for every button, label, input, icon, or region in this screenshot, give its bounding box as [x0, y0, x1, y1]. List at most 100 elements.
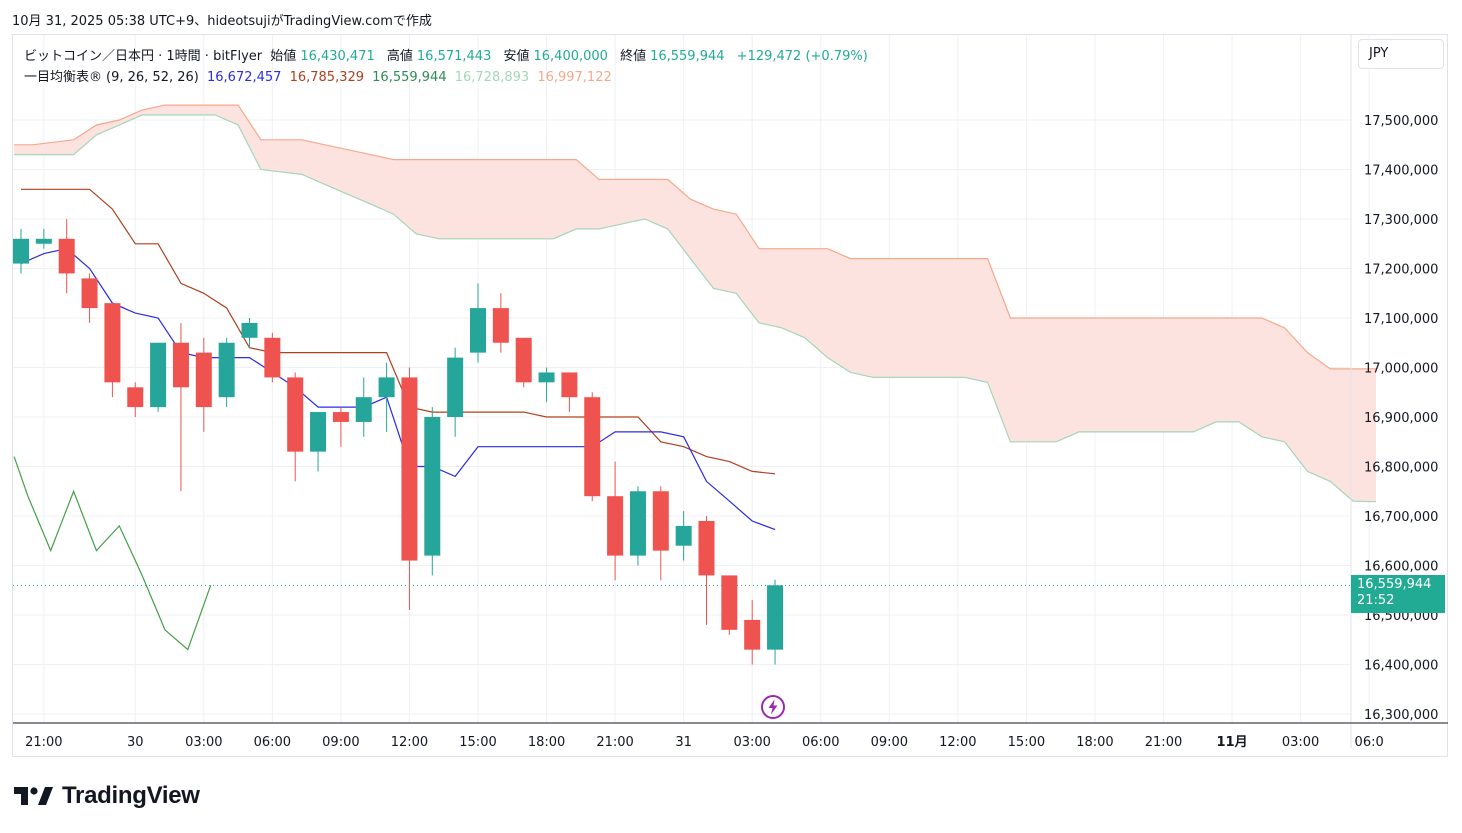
- time-axis-label: 09:00: [322, 735, 359, 750]
- high-value: 16,571,443: [416, 49, 492, 64]
- candle-body[interactable]: [561, 372, 578, 398]
- open-value: 16,430,471: [300, 49, 375, 64]
- time-axis-label: 15:00: [459, 735, 496, 750]
- time-axis-label: 11月: [1217, 735, 1248, 750]
- time-axis-label: 09:00: [871, 735, 908, 750]
- chikou-value: 16,559,944: [372, 70, 447, 85]
- tradingview-logo[interactable]: TradingView: [14, 782, 200, 810]
- price-axis-label: 17,300,000: [1364, 213, 1438, 228]
- candle-body[interactable]: [515, 337, 532, 383]
- candle-body[interactable]: [424, 417, 441, 556]
- high-label: 高値: [386, 49, 413, 64]
- candle-body[interactable]: [470, 308, 486, 353]
- chart-caption: 10月 31, 2025 05:38 UTC+9、hideotsujiがTrad…: [12, 14, 432, 29]
- price-axis-label: 16,600,000: [1364, 560, 1438, 575]
- candle-body[interactable]: [675, 525, 692, 546]
- candle-body[interactable]: [698, 520, 715, 576]
- time-axis-label: 21:00: [1145, 735, 1182, 750]
- price-axis-label: 17,100,000: [1364, 312, 1438, 327]
- candle-body[interactable]: [767, 585, 784, 650]
- currency-label: JPY: [1369, 46, 1389, 61]
- senkou-span-a-line: [14, 114, 1377, 503]
- candle-body[interactable]: [332, 412, 349, 422]
- kijun-value: 16,785,329: [289, 70, 365, 85]
- kijun-sen-line: [21, 188, 776, 475]
- time-axis-label: 31: [675, 735, 692, 750]
- change-value: +129,472 (+0.79%): [736, 49, 868, 64]
- candle-body[interactable]: [310, 412, 327, 452]
- candle-body[interactable]: [195, 352, 212, 408]
- close-value: 16,559,944: [650, 49, 725, 64]
- time-axis-label: 21:00: [25, 735, 62, 750]
- price-axis-label: 17,000,000: [1364, 362, 1438, 377]
- lightning-icon[interactable]: [760, 694, 786, 720]
- tradingview-logo-icon: [14, 787, 53, 805]
- senkou-span-b-line: [14, 104, 1376, 370]
- tradingview-logo-text: TradingView: [62, 782, 200, 809]
- indicator-name[interactable]: 一目均衡表®: [24, 70, 103, 85]
- time-axis-label: 06:00: [802, 735, 839, 750]
- ichimoku-cloud: [14, 105, 1377, 502]
- candle-body[interactable]: [447, 357, 464, 417]
- time-axis-label: 12:00: [939, 735, 976, 750]
- price-axis-label: 17,500,000: [1364, 114, 1438, 129]
- time-axis-label: 30: [127, 735, 144, 750]
- indicator-params: (9, 26, 52, 26): [106, 70, 199, 85]
- tenkan-value: 16,672,457: [207, 70, 282, 85]
- time-axis-label: 15:00: [1008, 735, 1045, 750]
- time-axis-label: 18:00: [1076, 735, 1113, 750]
- price-axis-label: 16,300,000: [1364, 708, 1438, 723]
- candle-body[interactable]: [721, 575, 738, 630]
- price-axis-label: 17,400,000: [1364, 164, 1438, 179]
- candle-body[interactable]: [287, 377, 304, 452]
- time-axis-label: 06:00: [254, 735, 291, 750]
- candle-body[interactable]: [378, 377, 395, 398]
- price-axis-label: 16,700,000: [1364, 510, 1438, 525]
- time-axis-label: 18:00: [528, 735, 565, 750]
- candle-body[interactable]: [150, 342, 167, 408]
- candle-body[interactable]: [652, 491, 669, 551]
- candle-body[interactable]: [127, 387, 144, 408]
- candle-body[interactable]: [355, 397, 372, 422]
- time-axis-label: 12:00: [391, 735, 428, 750]
- candle-body[interactable]: [218, 342, 235, 398]
- time-axis-label: 21:00: [596, 735, 633, 750]
- bar-countdown: 21:52: [1357, 593, 1395, 608]
- time-axis-label: 03:00: [185, 735, 222, 750]
- open-label: 始値: [270, 49, 297, 64]
- candle-body[interactable]: [81, 278, 98, 309]
- candle-body[interactable]: [538, 372, 555, 383]
- candle-body[interactable]: [744, 619, 761, 650]
- currency-selector[interactable]: JPY: [1358, 39, 1444, 69]
- span-b-value: 16,997,122: [537, 70, 612, 85]
- close-label: 終値: [620, 49, 647, 64]
- chikou-span-line: [13, 456, 212, 651]
- time-axis-label: 03:00: [1282, 735, 1319, 750]
- candle-body[interactable]: [13, 238, 29, 264]
- candle-body[interactable]: [607, 496, 624, 556]
- price-axis-label: 17,200,000: [1364, 263, 1438, 278]
- tenkan-sen-line: [20, 248, 776, 531]
- candle-body[interactable]: [58, 238, 75, 274]
- symbol-title[interactable]: ビットコイン／日本円 · 1時間 · bitFlyer: [24, 49, 263, 64]
- last-price-tag: 16,559,944 21:52: [1351, 575, 1445, 613]
- ichimoku-legend: 一目均衡表® (9, 26, 52, 26) 16,672,457 16,785,…: [24, 66, 616, 85]
- candle-body[interactable]: [35, 238, 52, 244]
- span-a-value: 16,728,893: [454, 70, 530, 85]
- candle-body[interactable]: [401, 377, 418, 561]
- price-axis-label: 16,400,000: [1364, 659, 1438, 674]
- candle-body[interactable]: [104, 303, 121, 383]
- candle-body[interactable]: [264, 337, 281, 378]
- ohlc-legend: ビットコイン／日本円 · 1時間 · bitFlyer 始値 16,430,471…: [24, 45, 872, 64]
- price-axis-label: 16,800,000: [1364, 461, 1438, 476]
- last-price-value: 16,559,944: [1357, 577, 1432, 592]
- candle-body[interactable]: [241, 322, 258, 338]
- time-axis-label: 06:0: [1355, 735, 1384, 750]
- low-label: 安値: [503, 49, 530, 64]
- candle-body[interactable]: [629, 491, 646, 556]
- chart-frame[interactable]: [12, 34, 1448, 757]
- candle-body[interactable]: [492, 308, 509, 343]
- candle-body[interactable]: [172, 342, 189, 388]
- candle-body[interactable]: [584, 397, 601, 497]
